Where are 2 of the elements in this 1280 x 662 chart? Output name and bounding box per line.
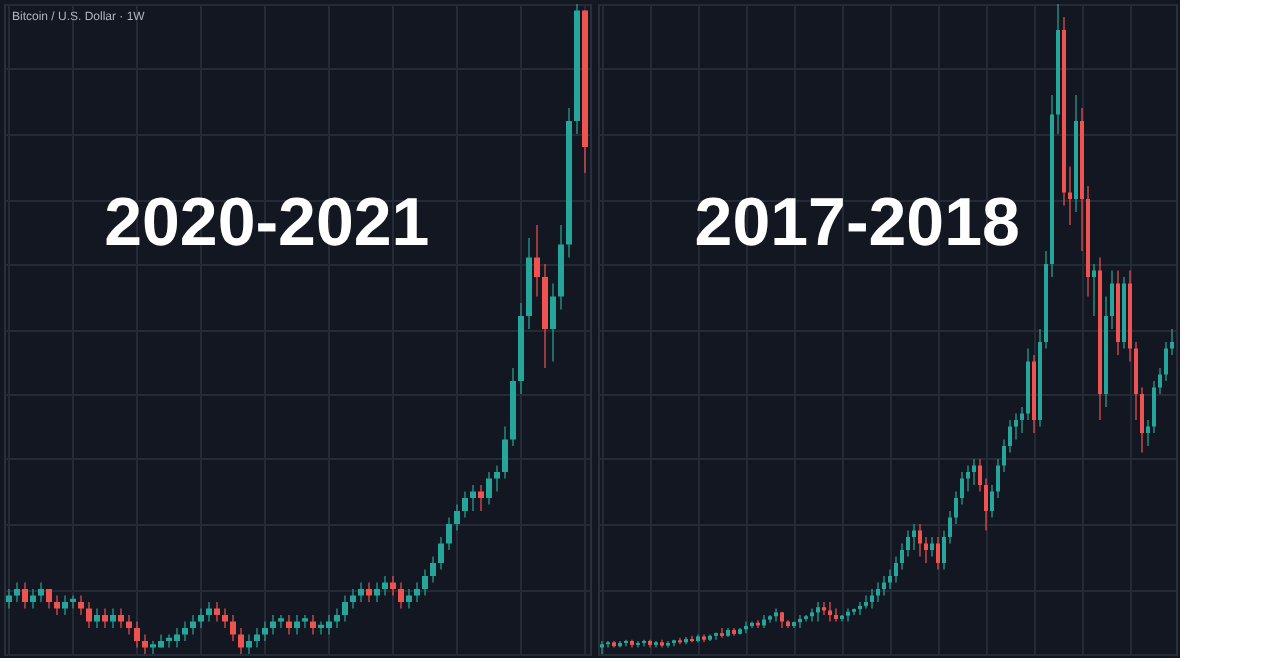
text: 2020-2021 [104,185,430,261]
text: 2017-2018 [694,185,1020,261]
